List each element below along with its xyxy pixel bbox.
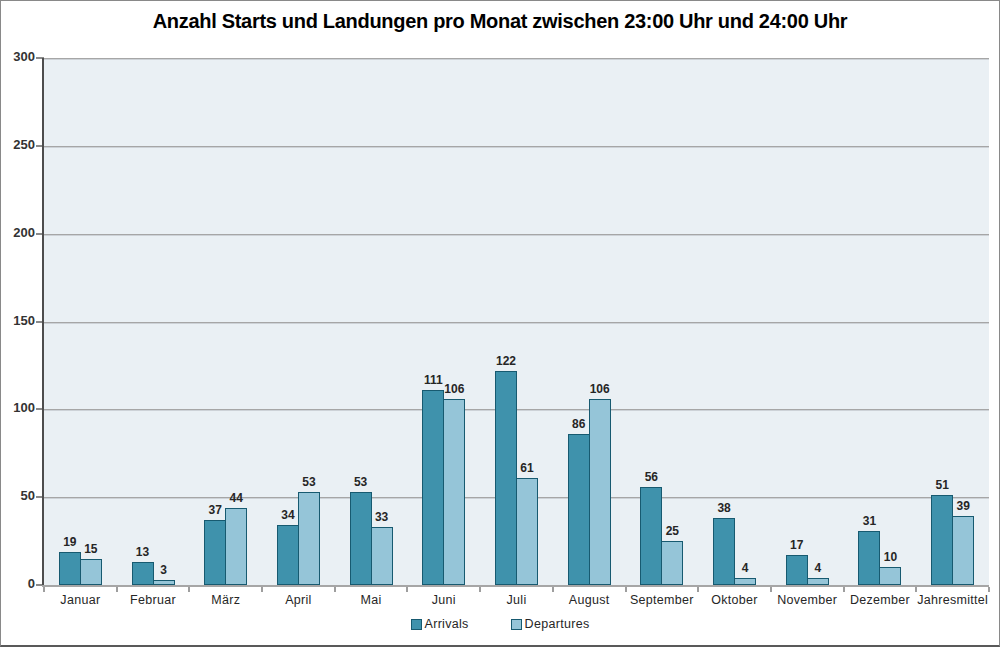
chart-frame: Anzahl Starts und Landungen pro Monat zw… (0, 0, 1000, 647)
departures-bar-m-rz (225, 508, 247, 585)
x-axis-tick (479, 587, 481, 592)
arrivals-value-label-oktober: 38 (702, 501, 746, 515)
chart-title: Anzahl Starts und Landungen pro Monat zw… (1, 10, 999, 33)
departures-value-label-juli: 61 (505, 461, 549, 475)
legend-label-arrivals: Arrivals (425, 617, 469, 631)
arrivals-bar-oktober (713, 518, 735, 585)
arrivals-value-label-mai: 53 (339, 475, 383, 489)
arrivals-bar-mai (350, 492, 372, 585)
departures-bar-januar (80, 559, 102, 585)
departures-value-label-november: 4 (796, 561, 840, 575)
gridline-300 (44, 58, 989, 59)
x-axis-tick (988, 587, 990, 592)
departures-value-label-juni: 106 (432, 382, 476, 396)
arrivals-bar-m-rz (204, 520, 226, 585)
arrivals-legend-swatch-icon (411, 619, 422, 630)
departures-value-label-jahresmittel: 39 (941, 499, 985, 513)
arrivals-bar-januar (59, 552, 81, 585)
x-axis-tick (915, 587, 917, 592)
gridline-250 (44, 146, 989, 147)
departures-bar-oktober (734, 578, 756, 585)
departures-bar-mai (371, 527, 393, 585)
arrivals-bar-august (568, 434, 590, 585)
x-axis-tick (334, 587, 336, 592)
x-axis-tick (552, 587, 554, 592)
departures-value-label-dezember: 10 (868, 550, 912, 564)
departures-value-label-oktober: 4 (723, 561, 767, 575)
legend-item-arrivals: Arrivals (411, 617, 469, 631)
departures-bar-jahresmittel (952, 516, 974, 585)
legend-item-departures: Departures (511, 617, 590, 631)
arrivals-value-label-februar: 13 (121, 545, 165, 559)
y-axis-tick-label: 50 (1, 488, 35, 503)
arrivals-bar-juni (422, 390, 444, 585)
legend-label-departures: Departures (525, 617, 590, 631)
departures-bar-november (807, 578, 829, 585)
arrivals-value-label-november: 17 (775, 538, 819, 552)
y-axis-tick-label: 250 (1, 137, 35, 152)
gridline-200 (44, 234, 989, 235)
departures-value-label-m-rz: 44 (214, 491, 258, 505)
departures-value-label-april: 53 (287, 475, 331, 489)
y-axis-tick-label: 300 (1, 49, 35, 64)
departures-bar-juni (443, 399, 465, 585)
departures-bar-dezember (879, 567, 901, 585)
y-axis-line (42, 58, 44, 587)
departures-value-label-februar: 3 (142, 563, 186, 577)
departures-bar-september (661, 541, 683, 585)
x-axis-tick (697, 587, 699, 592)
departures-value-label-januar: 15 (69, 542, 113, 556)
gridline-150 (44, 322, 989, 323)
x-axis-tick (406, 587, 408, 592)
departures-legend-swatch-icon (511, 619, 522, 630)
y-axis-tick-label: 100 (1, 400, 35, 415)
departures-bar-april (298, 492, 320, 585)
arrivals-value-label-september: 56 (629, 470, 673, 484)
arrivals-value-label-jahresmittel: 51 (920, 478, 964, 492)
departures-bar-juli (516, 478, 538, 585)
arrivals-bar-juli (495, 371, 517, 585)
departures-value-label-september: 25 (650, 524, 694, 538)
departures-value-label-mai: 33 (360, 510, 404, 524)
departures-value-label-august: 106 (578, 382, 622, 396)
x-axis-tick (770, 587, 772, 592)
arrivals-bar-april (277, 525, 299, 585)
x-axis-label-jahresmittel: Jahresmittel (893, 593, 1000, 607)
departures-bar-august (589, 399, 611, 585)
x-axis-tick (625, 587, 627, 592)
x-axis-tick (116, 587, 118, 592)
x-axis-tick (843, 587, 845, 592)
x-axis-line (42, 585, 989, 587)
y-axis-tick-label: 0 (1, 576, 35, 591)
y-axis-tick-label: 150 (1, 313, 35, 328)
arrivals-value-label-dezember: 31 (847, 514, 891, 528)
x-axis-tick (188, 587, 190, 592)
y-axis-tick-label: 200 (1, 225, 35, 240)
chart-legend: Arrivals Departures (1, 613, 999, 635)
arrivals-value-label-juli: 122 (484, 354, 528, 368)
x-axis-tick (43, 587, 45, 592)
departures-bar-februar (153, 580, 175, 585)
x-axis-tick (261, 587, 263, 592)
